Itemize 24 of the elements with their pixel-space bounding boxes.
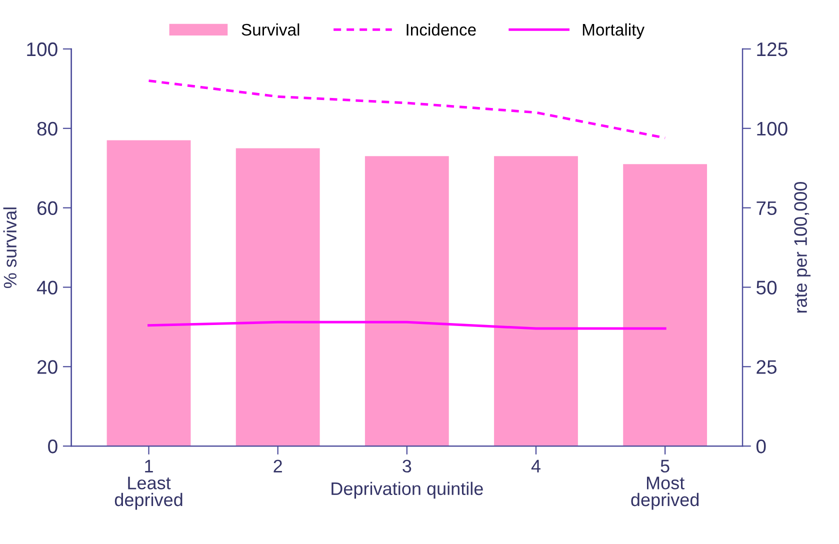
y2-tick-label: 100: [757, 122, 788, 136]
y-axis-title: % survival: [3, 208, 17, 288]
x-tick-label: 1 Least deprived: [114, 460, 182, 510]
y2-axis-title: rate per 100,000: [794, 182, 811, 313]
x-tick-label: 5 Most deprived: [631, 460, 699, 510]
y2-tick-label: 125: [757, 42, 788, 56]
x-tick-label: 4: [531, 460, 540, 472]
legend-label: Survival: [242, 23, 300, 36]
y2-tick-label: 25: [756, 360, 777, 374]
y2-tick-label: 0: [756, 440, 766, 454]
y2-tick-label: 75: [756, 201, 777, 216]
legend-label: Mortality: [582, 23, 645, 39]
legend-label: Incidence: [406, 23, 476, 36]
y2-tick-label: 50: [756, 280, 777, 294]
x-tick-label: 2: [274, 460, 282, 472]
y-tick-label: 20: [37, 360, 58, 374]
y-tick-label: 40: [36, 280, 58, 294]
x-tick-label: 3: [402, 460, 412, 473]
y-tick-label: 0: [48, 440, 58, 454]
line-series: [148, 79, 666, 140]
x-axis-title: Deprivation quintile: [332, 482, 483, 499]
y-tick-label: 80: [37, 122, 58, 136]
y-tick-label: 60: [37, 201, 58, 216]
y-tick-label: 100: [27, 42, 58, 56]
